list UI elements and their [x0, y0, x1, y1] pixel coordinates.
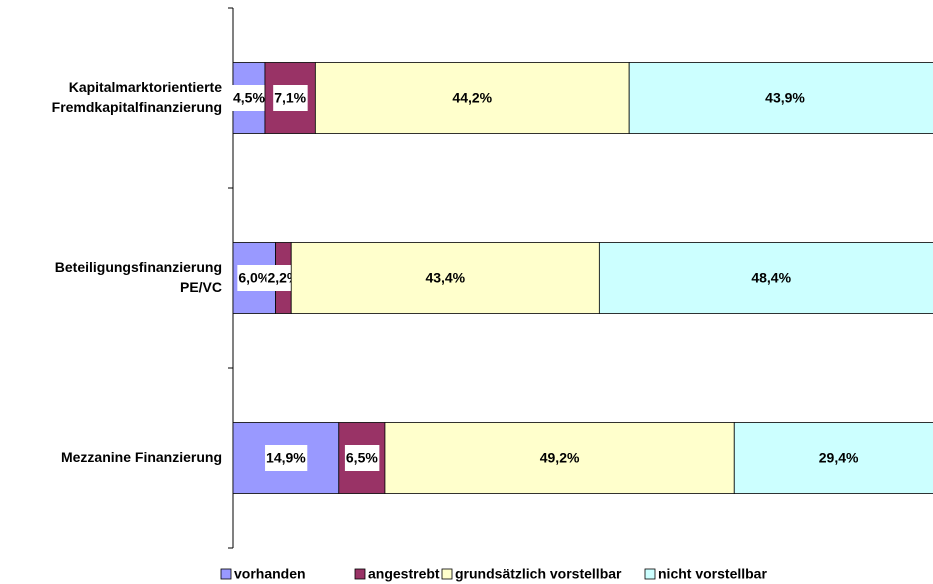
value-label-bg [344, 445, 380, 471]
legend-label: grundsätzlich vorstellbar [455, 566, 622, 582]
legend-swatch [441, 568, 453, 580]
value-label: 4,5% [233, 90, 265, 106]
value-label: 14,9% [266, 450, 306, 466]
bar-segment [290, 242, 600, 314]
category-label: Beteiligungsfinanzierung PE/VC [55, 259, 222, 295]
value-label-bg [232, 85, 267, 111]
value-label: 44,2% [452, 90, 492, 106]
value-label: 7,1% [274, 90, 306, 106]
value-label-bg [273, 85, 308, 111]
bar-segment [314, 62, 630, 134]
value-label: 49,2% [540, 450, 580, 466]
legend-label: angestrebt [368, 566, 440, 582]
bar-segment [733, 422, 933, 494]
legend-swatch [644, 568, 656, 580]
value-label: 43,4% [425, 270, 465, 286]
category-label: Kapitalmarktorientierte Fremdkapitalfinan… [52, 79, 223, 115]
value-label: 48,4% [751, 270, 791, 286]
legend-swatch [354, 568, 366, 580]
bar-segment [598, 242, 933, 314]
value-label: 29,4% [819, 450, 859, 466]
value-label: 6,5% [346, 450, 378, 466]
legend-label: vorhanden [234, 566, 306, 582]
legend-swatch [220, 568, 232, 580]
bar-segment [628, 62, 933, 134]
value-label: 43,9% [765, 90, 805, 106]
value-label: 6,0% [238, 270, 270, 286]
category-label: Mezzanine Finanzierung [61, 449, 222, 465]
bar-segment [384, 422, 735, 494]
value-label-bg [237, 265, 272, 291]
legend-label: nicht vorstellbar [658, 566, 767, 582]
value-label-bg [265, 445, 308, 471]
